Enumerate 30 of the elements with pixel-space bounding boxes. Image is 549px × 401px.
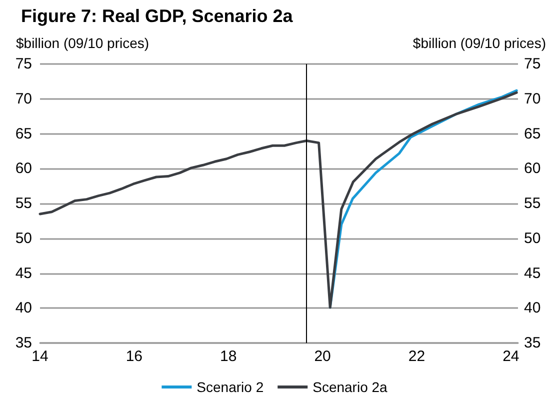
x-tick-label: 14: [32, 348, 48, 365]
y-tick-label: 55: [15, 195, 32, 212]
x-tick-label: 24: [502, 348, 520, 365]
y-axis-title: $billion (09/10 prices): [16, 35, 150, 51]
y2-tick-label: 35: [524, 334, 541, 352]
y2-tick-label: 40: [524, 300, 541, 317]
y-tick-label: 60: [15, 160, 32, 178]
x-tick-label: 16: [126, 348, 143, 365]
y2-tick-label: 60: [524, 160, 541, 178]
y-tick-label: 45: [15, 264, 32, 282]
y-tick-label: 50: [15, 230, 32, 247]
y2-tick-label: 55: [524, 195, 541, 212]
legend-label: Scenario 2: [196, 379, 264, 395]
x-tick-label: 22: [408, 348, 426, 365]
y-tick-label: 65: [15, 125, 32, 142]
y2-tick-label: 50: [524, 230, 541, 247]
line-series: [38, 91, 518, 309]
y-tick-label: 70: [15, 90, 32, 108]
legend-label: Scenario 2a: [312, 379, 388, 395]
y2-tick-label: 65: [524, 125, 541, 142]
x-tick-label: 20: [314, 348, 331, 365]
y2-tick-label: 75: [524, 56, 541, 72]
y-tick-label: 40: [15, 300, 32, 317]
y2-axis-title: $billion (09/10 prices): [412, 35, 546, 51]
y-tick-label: 75: [15, 56, 32, 72]
x-tick-label: 18: [220, 348, 237, 365]
y2-tick-label: 70: [524, 90, 541, 108]
y2-tick-label: 45: [524, 264, 541, 282]
y-tick-label: 35: [15, 334, 32, 352]
chart-title: Figure 7: Real GDP, Scenario 2a: [21, 6, 294, 26]
